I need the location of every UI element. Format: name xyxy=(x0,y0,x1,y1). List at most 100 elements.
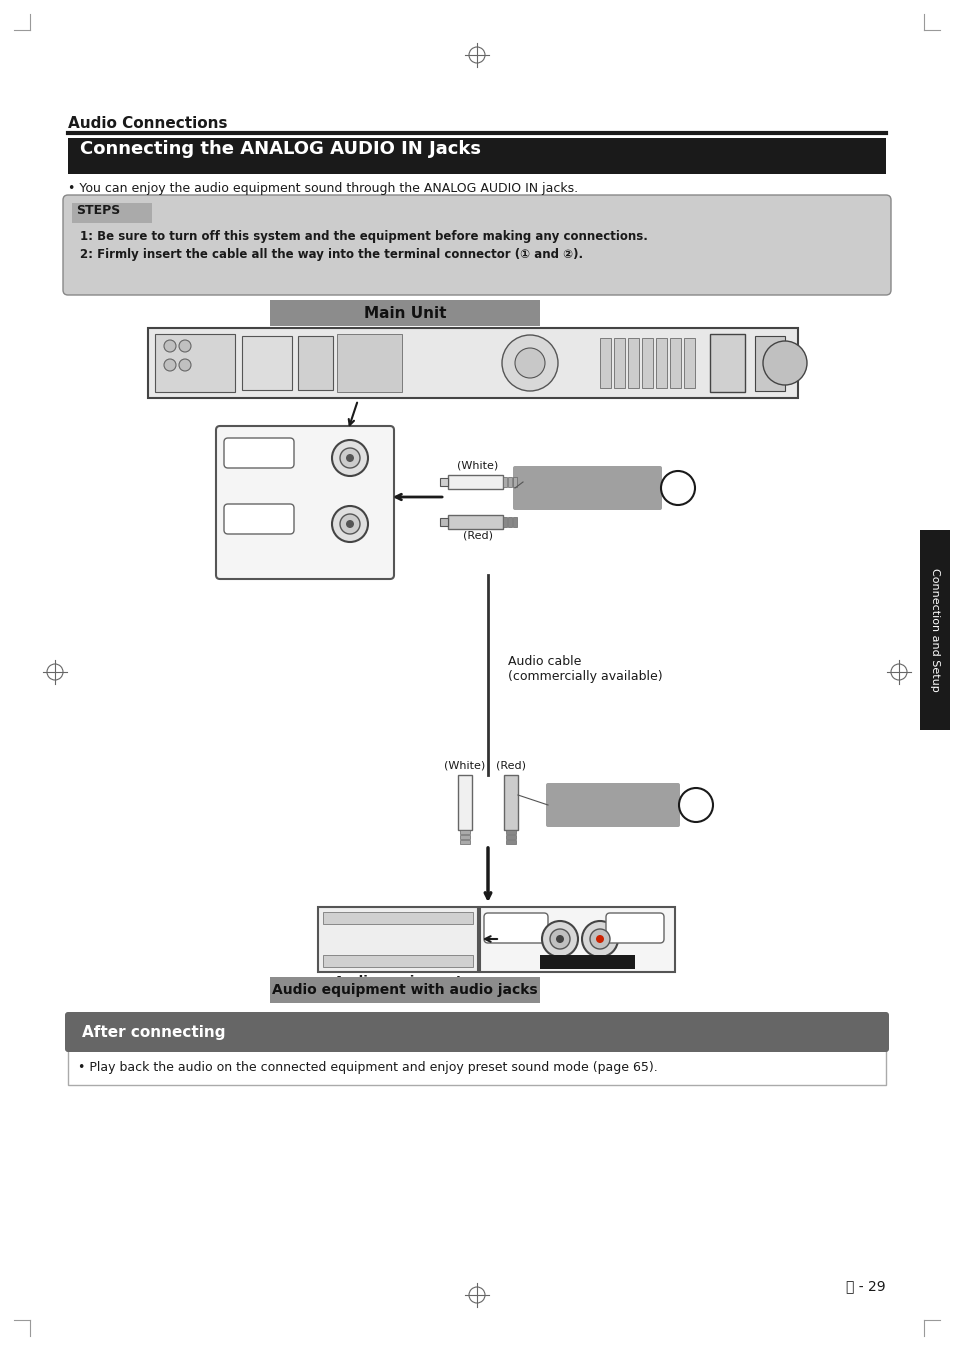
FancyBboxPatch shape xyxy=(545,783,679,828)
Text: L: L xyxy=(372,451,378,464)
Bar xyxy=(503,775,517,830)
Text: White: White xyxy=(242,448,275,458)
Circle shape xyxy=(339,514,359,535)
Circle shape xyxy=(164,359,175,371)
Bar xyxy=(297,336,333,390)
Bar xyxy=(919,531,949,730)
Text: ⓔ - 29: ⓔ - 29 xyxy=(845,1278,885,1293)
Bar xyxy=(513,517,517,526)
Bar xyxy=(754,336,784,391)
Text: Connecting the ANALOG AUDIO IN Jacks: Connecting the ANALOG AUDIO IN Jacks xyxy=(80,140,480,158)
Bar xyxy=(323,913,473,923)
Circle shape xyxy=(762,342,806,385)
Text: 1: 1 xyxy=(672,479,682,497)
Bar xyxy=(459,840,470,844)
Text: White: White xyxy=(499,923,532,933)
Bar xyxy=(148,328,797,398)
Text: Red: Red xyxy=(248,514,270,524)
Circle shape xyxy=(332,506,368,541)
Bar xyxy=(439,518,448,526)
Bar xyxy=(242,336,292,390)
Circle shape xyxy=(179,340,191,352)
FancyBboxPatch shape xyxy=(224,437,294,468)
Circle shape xyxy=(541,921,578,957)
Text: STEPS: STEPS xyxy=(76,204,120,217)
Bar xyxy=(599,338,610,387)
Bar xyxy=(439,478,448,486)
Text: After connecting: After connecting xyxy=(82,1025,225,1040)
Circle shape xyxy=(179,359,191,371)
Text: (Red): (Red) xyxy=(462,531,493,541)
Bar xyxy=(507,477,512,487)
Text: • Play back the audio on the connected equipment and enjoy preset sound mode (pa: • Play back the audio on the connected e… xyxy=(78,1061,657,1073)
Circle shape xyxy=(581,921,618,957)
Bar xyxy=(68,138,885,174)
Circle shape xyxy=(332,440,368,477)
Text: Main Unit: Main Unit xyxy=(363,305,446,320)
Bar xyxy=(502,517,506,526)
Bar xyxy=(505,840,516,844)
Circle shape xyxy=(501,335,558,392)
FancyBboxPatch shape xyxy=(224,504,294,535)
Text: R: R xyxy=(372,517,380,531)
Bar xyxy=(507,517,512,526)
Text: L-AUDIO-R: L-AUDIO-R xyxy=(553,958,606,969)
Text: AUDIO OUTPUT: AUDIO OUTPUT xyxy=(555,957,618,967)
FancyBboxPatch shape xyxy=(513,466,661,510)
Circle shape xyxy=(164,340,175,352)
Bar xyxy=(336,333,401,391)
Bar xyxy=(317,907,477,972)
Circle shape xyxy=(660,471,695,505)
Circle shape xyxy=(346,520,354,528)
Bar xyxy=(505,830,516,834)
Bar xyxy=(270,300,539,325)
FancyBboxPatch shape xyxy=(65,1012,888,1052)
Text: Audio cable
(commercially available): Audio cable (commercially available) xyxy=(507,655,662,683)
Bar xyxy=(448,475,502,489)
Text: 2: Firmly insert the cable all the way into the terminal connector (① and ②).: 2: Firmly insert the cable all the way i… xyxy=(80,248,582,261)
Text: Audio Connections: Audio Connections xyxy=(68,116,227,131)
Bar xyxy=(459,830,470,834)
Bar xyxy=(459,836,470,838)
Bar xyxy=(641,338,652,387)
Text: To ANALOG AUDIO
IN jacks: To ANALOG AUDIO IN jacks xyxy=(536,477,638,498)
Circle shape xyxy=(346,454,354,462)
Bar xyxy=(505,836,516,838)
Bar xyxy=(71,202,152,223)
Bar xyxy=(539,954,635,969)
Text: ANALOG
AUDIO IN: ANALOG AUDIO IN xyxy=(353,363,385,377)
Bar xyxy=(270,977,539,1003)
FancyBboxPatch shape xyxy=(63,194,890,296)
Circle shape xyxy=(339,448,359,468)
Bar xyxy=(709,333,744,391)
Bar xyxy=(154,333,234,391)
Text: ANALOG
AUDIO IN: ANALOG AUDIO IN xyxy=(281,552,329,574)
Circle shape xyxy=(515,348,544,378)
FancyBboxPatch shape xyxy=(605,913,663,944)
Bar xyxy=(683,338,695,387)
Bar xyxy=(68,1049,885,1085)
Text: 1: Be sure to turn off this system and the equipment before making any connectio: 1: Be sure to turn off this system and t… xyxy=(80,230,647,243)
Circle shape xyxy=(679,788,712,822)
Text: Connection and Setup: Connection and Setup xyxy=(929,568,939,691)
Bar xyxy=(614,338,624,387)
Bar xyxy=(448,514,502,529)
Text: (White): (White) xyxy=(444,761,485,771)
Bar xyxy=(656,338,666,387)
Circle shape xyxy=(589,929,609,949)
Text: Red: Red xyxy=(623,923,645,933)
Circle shape xyxy=(556,936,563,944)
Bar xyxy=(479,907,675,972)
Circle shape xyxy=(550,929,569,949)
Text: • You can enjoy the audio equipment sound through the ANALOG AUDIO IN jacks.: • You can enjoy the audio equipment soun… xyxy=(68,182,578,194)
FancyBboxPatch shape xyxy=(215,427,394,579)
Text: To audio output
jacks: To audio output jacks xyxy=(569,794,656,815)
Text: 2: 2 xyxy=(690,796,700,814)
Bar xyxy=(323,954,473,967)
Text: Audio equipment with audio jacks: Audio equipment with audio jacks xyxy=(272,983,537,998)
Text: (White): (White) xyxy=(456,460,498,471)
FancyBboxPatch shape xyxy=(483,913,547,944)
Bar xyxy=(627,338,639,387)
Bar xyxy=(669,338,680,387)
Bar xyxy=(513,477,517,487)
